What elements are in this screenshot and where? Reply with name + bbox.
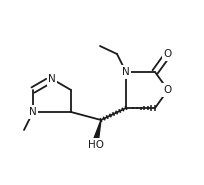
Text: N: N: [29, 107, 37, 117]
Text: O: O: [164, 49, 172, 59]
Text: N: N: [48, 74, 56, 84]
Text: HO: HO: [88, 140, 104, 150]
Polygon shape: [94, 120, 101, 141]
Text: N: N: [122, 67, 130, 77]
Text: O: O: [164, 85, 172, 95]
